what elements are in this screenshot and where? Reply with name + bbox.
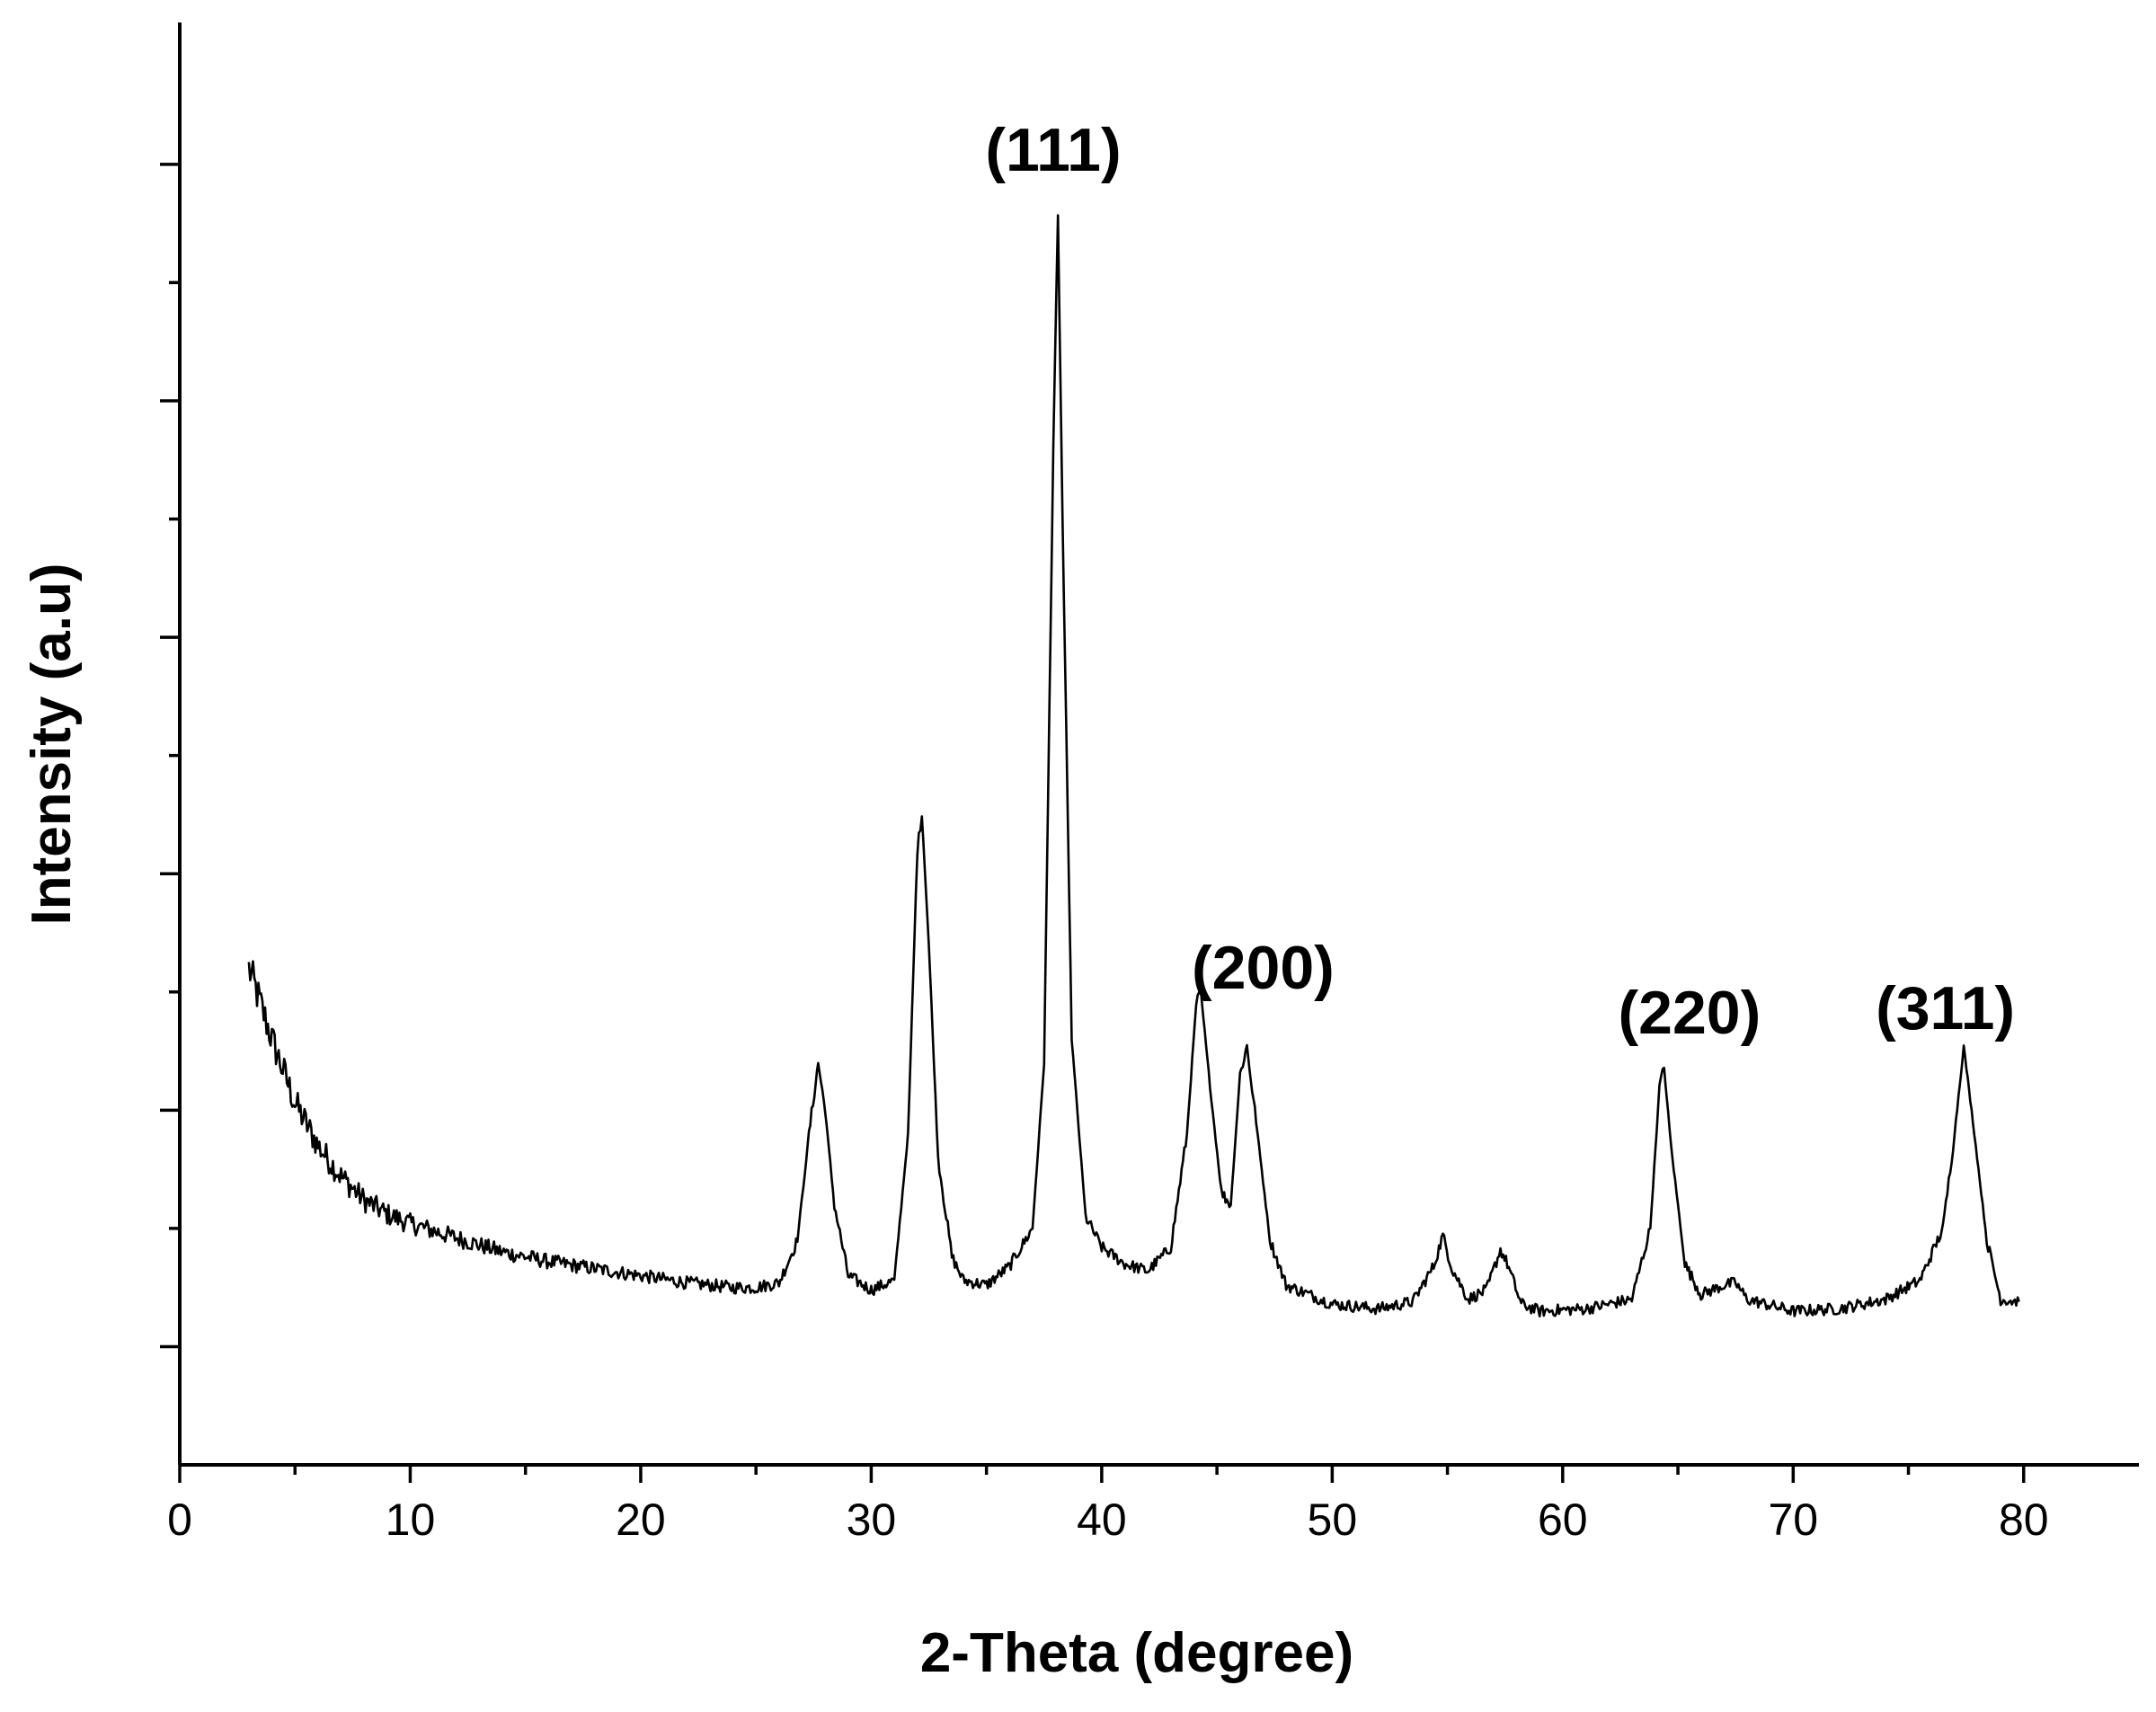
annotation-layer: (111) (200) (220) (311) [985, 116, 2015, 1047]
xrd-trace-series [247, 214, 2020, 1317]
x-tick-label: 70 [1768, 1495, 1818, 1545]
peak-label: (220) [1619, 979, 1761, 1047]
peak-label: (111) [985, 116, 1121, 184]
x-tick-label: 30 [847, 1495, 897, 1545]
peak-label: (200) [1192, 934, 1335, 1002]
x-tick-label: 0 [167, 1495, 192, 1545]
peak-label: (311) [1876, 974, 2015, 1042]
x-tick-label: 10 [386, 1495, 436, 1545]
x-tick-label: 60 [1538, 1495, 1588, 1545]
x-axis-title: 2-Theta (degree) [920, 1622, 1353, 1684]
x-tick-label: 50 [1308, 1495, 1358, 1545]
trace-layer [247, 214, 2020, 1317]
axes-layer: 0 10 20 30 40 50 60 70 80 [160, 22, 2139, 1545]
x-tick-label: 80 [1999, 1495, 2049, 1545]
x-tick-label: 20 [616, 1495, 666, 1545]
y-axis-title: Intensity (a.u) [21, 563, 83, 925]
x-tick-label: 40 [1077, 1495, 1127, 1545]
